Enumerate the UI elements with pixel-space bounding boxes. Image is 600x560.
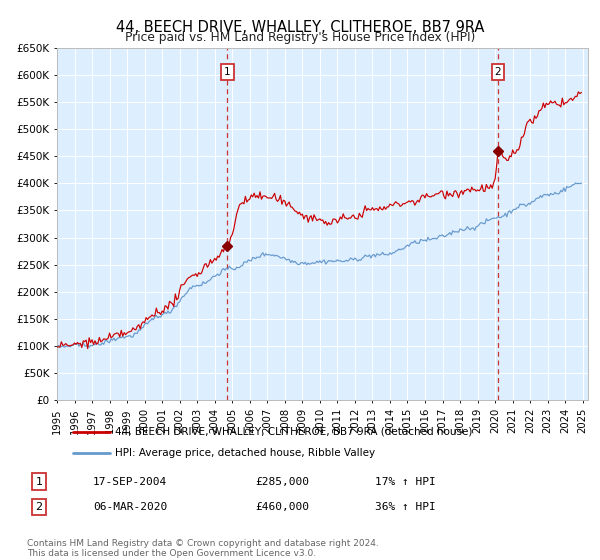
Text: 44, BEECH DRIVE, WHALLEY, CLITHEROE, BB7 9RA (detached house): 44, BEECH DRIVE, WHALLEY, CLITHEROE, BB7… — [115, 427, 473, 437]
Text: Contains HM Land Registry data © Crown copyright and database right 2024.
This d: Contains HM Land Registry data © Crown c… — [27, 539, 379, 558]
Text: £460,000: £460,000 — [255, 502, 309, 512]
Text: 17% ↑ HPI: 17% ↑ HPI — [375, 477, 436, 487]
Text: 36% ↑ HPI: 36% ↑ HPI — [375, 502, 436, 512]
Text: 1: 1 — [224, 67, 230, 77]
Text: £285,000: £285,000 — [255, 477, 309, 487]
Text: 2: 2 — [35, 502, 43, 512]
Text: 06-MAR-2020: 06-MAR-2020 — [93, 502, 167, 512]
Text: 2: 2 — [495, 67, 502, 77]
Text: 44, BEECH DRIVE, WHALLEY, CLITHEROE, BB7 9RA: 44, BEECH DRIVE, WHALLEY, CLITHEROE, BB7… — [116, 20, 484, 35]
Text: HPI: Average price, detached house, Ribble Valley: HPI: Average price, detached house, Ribb… — [115, 448, 376, 458]
Text: 17-SEP-2004: 17-SEP-2004 — [93, 477, 167, 487]
Text: 1: 1 — [35, 477, 43, 487]
Text: Price paid vs. HM Land Registry's House Price Index (HPI): Price paid vs. HM Land Registry's House … — [125, 31, 475, 44]
